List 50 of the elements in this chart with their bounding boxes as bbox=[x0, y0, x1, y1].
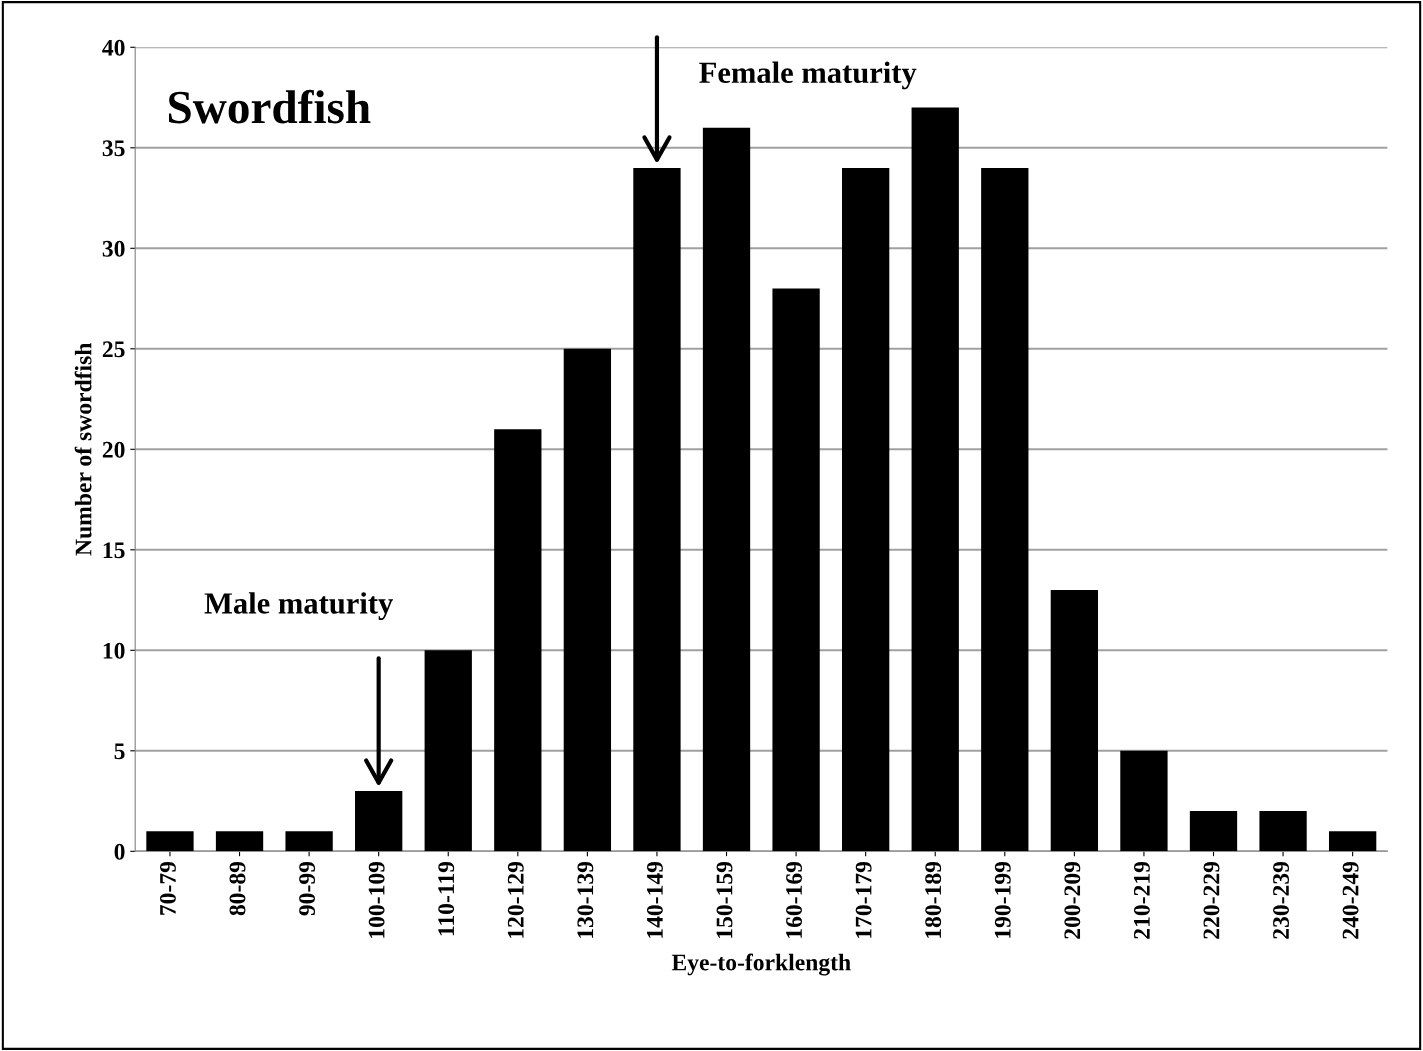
y-tick-label: 0 bbox=[114, 843, 125, 860]
x-tick-label: 140-149 bbox=[646, 861, 663, 938]
bar bbox=[633, 167, 681, 852]
y-tick-label: 35 bbox=[102, 140, 125, 157]
x-tick-label: 170-179 bbox=[855, 861, 872, 938]
y-tick-label: 20 bbox=[102, 441, 125, 458]
y-tick-label: 30 bbox=[102, 240, 125, 257]
x-tick-label: 100-109 bbox=[368, 861, 385, 938]
y-tick-label: 10 bbox=[103, 642, 125, 659]
x-tick-label: 240-249 bbox=[1342, 861, 1359, 939]
x-tick-label: 190-199 bbox=[994, 861, 1011, 938]
bar bbox=[215, 831, 264, 852]
x-tick-label: 90-99 bbox=[299, 861, 316, 916]
x-tick-label: 130-139 bbox=[577, 861, 594, 938]
bar bbox=[842, 167, 890, 852]
bar bbox=[355, 791, 403, 852]
x-tick-label: 110-119 bbox=[438, 861, 455, 936]
bar bbox=[494, 429, 542, 852]
bar bbox=[563, 348, 612, 852]
annotation: Male maturity bbox=[204, 592, 393, 620]
x-tick-label: 80-89 bbox=[229, 861, 246, 916]
bar bbox=[911, 107, 959, 852]
text: Swordfish bbox=[169, 89, 371, 124]
x-tick-label: 210-219 bbox=[1133, 861, 1150, 939]
x-axis-title: Eye-to-forklength bbox=[671, 953, 851, 976]
y-tick-label: 15 bbox=[103, 542, 125, 559]
bar bbox=[772, 288, 820, 852]
y-tick-label: 25 bbox=[102, 341, 125, 358]
bar bbox=[1189, 811, 1238, 852]
bar bbox=[1050, 590, 1099, 852]
x-tick-label: 70-79 bbox=[159, 861, 176, 915]
x-tick-label: 150-159 bbox=[716, 861, 733, 938]
x-tick-label: 160-169 bbox=[786, 861, 802, 938]
x-tick-label: 220-229 bbox=[1203, 861, 1220, 939]
bar bbox=[702, 127, 751, 852]
y-tick-label: 40 bbox=[102, 39, 125, 56]
bar bbox=[1328, 831, 1377, 852]
bar bbox=[146, 831, 194, 852]
bar bbox=[424, 650, 472, 852]
bar bbox=[1120, 750, 1168, 852]
y-axis-title: Number of swordfish bbox=[74, 342, 92, 556]
x-tick-label: 180-189 bbox=[925, 861, 942, 938]
bar bbox=[285, 831, 333, 852]
y-tick-label: 5 bbox=[114, 743, 125, 760]
annotation: Female maturity bbox=[699, 61, 917, 90]
x-tick-label: 120-129 bbox=[507, 861, 524, 938]
x-tick-label: 200-209 bbox=[1064, 861, 1081, 939]
bar bbox=[981, 167, 1029, 852]
bar bbox=[1259, 811, 1307, 852]
x-tick-label: 230-239 bbox=[1273, 861, 1289, 939]
